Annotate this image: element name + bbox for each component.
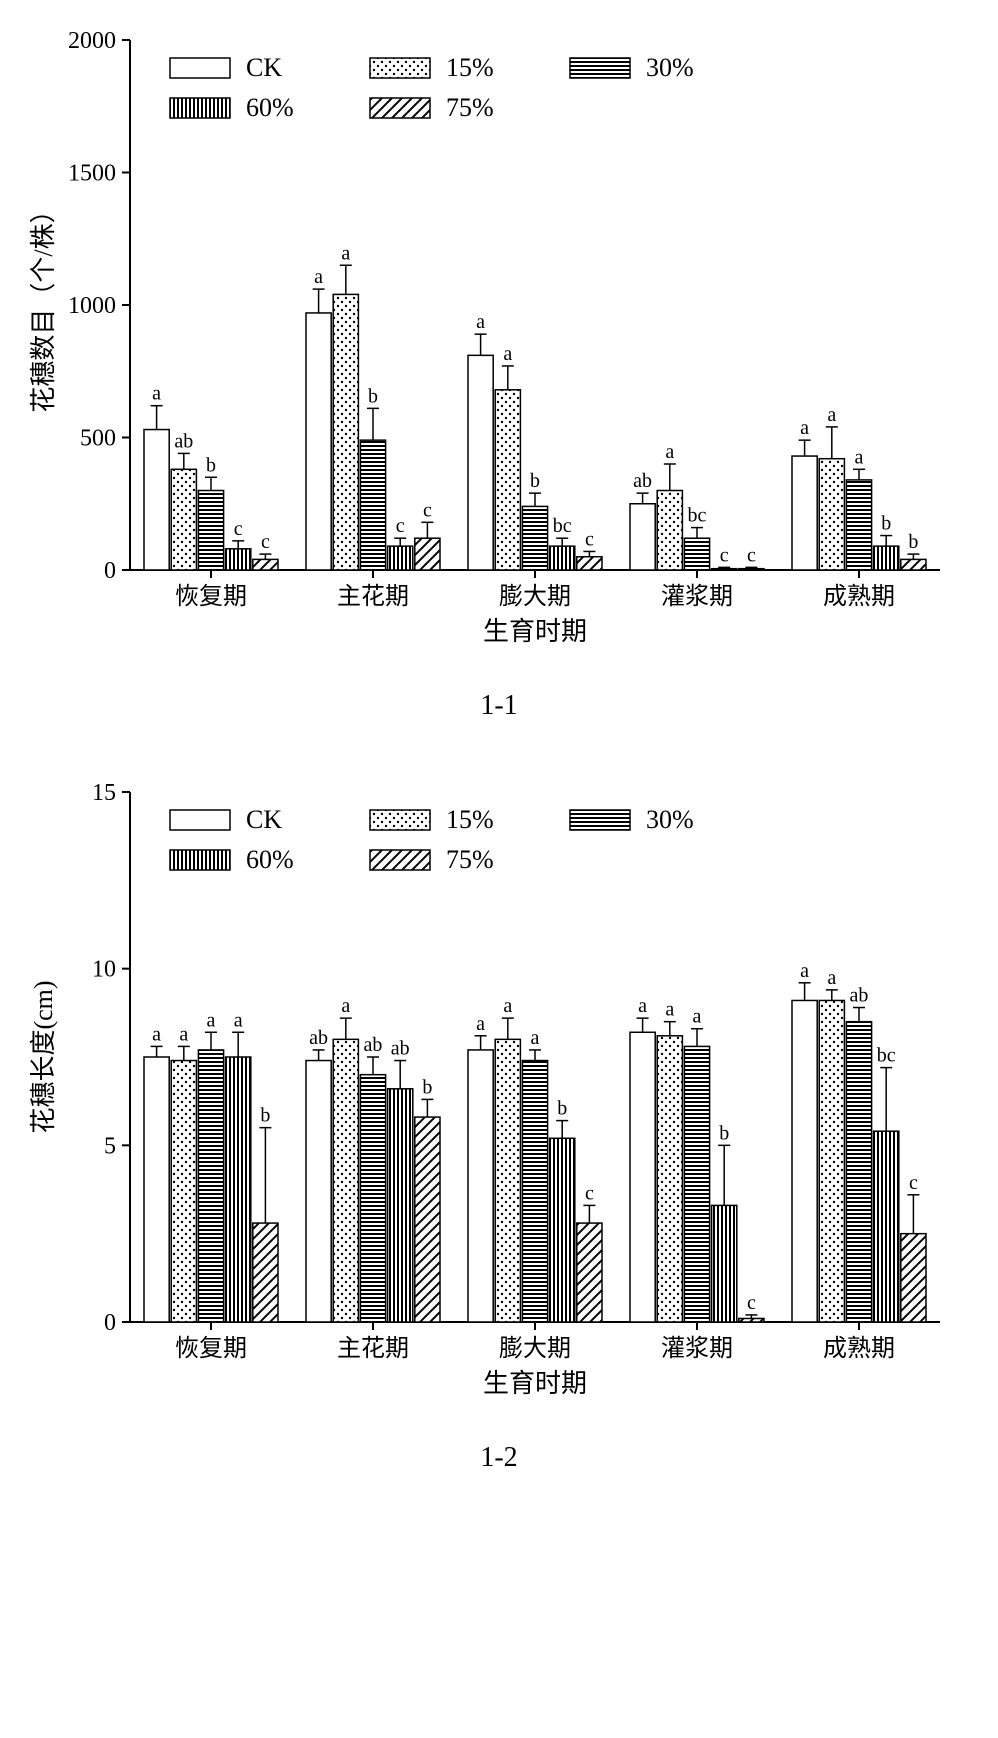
svg-text:bc: bc (553, 515, 572, 537)
svg-text:a: a (314, 266, 323, 288)
svg-text:灌浆期: 灌浆期 (661, 1335, 733, 1362)
chart-1-container: 0500100015002000花穗数目（个/株）生育时期恢复期aabbcc主花… (20, 20, 978, 722)
svg-text:b: b (260, 1105, 270, 1127)
svg-text:15%: 15% (446, 805, 494, 834)
svg-text:bc: bc (877, 1045, 896, 1067)
svg-text:b: b (368, 385, 378, 407)
svg-text:a: a (341, 242, 350, 264)
svg-text:a: a (152, 383, 161, 405)
svg-text:成熟期: 成熟期 (823, 583, 895, 610)
svg-text:c: c (585, 1182, 594, 1204)
svg-text:c: c (720, 544, 729, 566)
svg-text:a: a (531, 1027, 540, 1049)
svg-text:ab: ab (174, 430, 193, 452)
svg-text:花穗数目（个/株）: 花穗数目（个/株） (29, 197, 58, 412)
svg-text:a: a (207, 1009, 216, 1031)
svg-text:a: a (827, 404, 836, 426)
svg-text:主花期: 主花期 (337, 1335, 409, 1362)
chart-1-svg: 0500100015002000花穗数目（个/株）生育时期恢复期aabbcc主花… (20, 20, 960, 660)
svg-text:a: a (234, 1009, 243, 1031)
svg-text:a: a (800, 960, 809, 982)
svg-text:75%: 75% (446, 845, 494, 874)
svg-text:生育时期: 生育时期 (483, 1369, 587, 1398)
svg-text:2000: 2000 (68, 28, 116, 54)
chart-2-container: 051015花穗长度(cm)生育时期恢复期aaaab主花期abaababb膨大期… (20, 772, 978, 1474)
svg-text:500: 500 (80, 426, 116, 452)
svg-text:c: c (234, 518, 243, 540)
svg-text:30%: 30% (646, 805, 694, 834)
svg-text:60%: 60% (246, 845, 294, 874)
svg-text:成熟期: 成熟期 (823, 1335, 895, 1362)
svg-text:15%: 15% (446, 53, 494, 82)
svg-text:a: a (476, 311, 485, 333)
svg-text:a: a (665, 999, 674, 1021)
svg-text:b: b (206, 454, 216, 476)
svg-text:1500: 1500 (68, 161, 116, 187)
svg-text:a: a (503, 995, 512, 1017)
svg-text:b: b (908, 531, 918, 553)
svg-text:恢复期: 恢复期 (175, 583, 247, 610)
svg-text:a: a (800, 417, 809, 439)
svg-text:a: a (855, 446, 864, 468)
svg-text:c: c (396, 515, 405, 537)
svg-text:生育时期: 生育时期 (483, 617, 587, 646)
svg-text:恢复期: 恢复期 (175, 1335, 247, 1362)
svg-text:花穗长度(cm): 花穗长度(cm) (29, 980, 58, 1133)
svg-text:a: a (638, 995, 647, 1017)
svg-text:膨大期: 膨大期 (499, 1335, 571, 1362)
svg-text:c: c (747, 544, 756, 566)
svg-text:5: 5 (104, 1133, 116, 1159)
svg-text:b: b (422, 1076, 432, 1098)
svg-text:ab: ab (633, 470, 652, 492)
svg-text:a: a (693, 1006, 702, 1028)
chart-2-svg: 051015花穗长度(cm)生育时期恢复期aaaab主花期abaababb膨大期… (20, 772, 960, 1412)
svg-text:c: c (261, 531, 270, 553)
svg-text:c: c (423, 499, 432, 521)
svg-text:a: a (665, 441, 674, 463)
svg-text:0: 0 (104, 558, 116, 584)
svg-text:75%: 75% (446, 93, 494, 122)
svg-text:ab: ab (309, 1027, 328, 1049)
svg-text:ab: ab (391, 1038, 410, 1060)
svg-text:膨大期: 膨大期 (499, 583, 571, 610)
svg-text:c: c (747, 1292, 756, 1314)
svg-text:a: a (503, 343, 512, 365)
chart-1-panel-label: 1-1 (20, 690, 978, 722)
svg-text:主花期: 主花期 (337, 583, 409, 610)
svg-text:15: 15 (92, 780, 116, 806)
svg-text:c: c (585, 528, 594, 550)
svg-text:CK: CK (246, 53, 282, 82)
chart-2-panel-label: 1-2 (20, 1442, 978, 1474)
svg-text:bc: bc (688, 505, 707, 527)
svg-text:b: b (557, 1098, 567, 1120)
svg-text:b: b (719, 1122, 729, 1144)
svg-text:a: a (827, 967, 836, 989)
svg-text:60%: 60% (246, 93, 294, 122)
svg-text:ab: ab (850, 985, 869, 1007)
svg-text:b: b (881, 513, 891, 535)
svg-text:10: 10 (92, 957, 116, 983)
svg-text:a: a (179, 1023, 188, 1045)
svg-text:a: a (476, 1013, 485, 1035)
svg-text:0: 0 (104, 1310, 116, 1336)
svg-text:CK: CK (246, 805, 282, 834)
svg-text:ab: ab (364, 1034, 383, 1056)
svg-text:b: b (530, 470, 540, 492)
svg-text:a: a (152, 1023, 161, 1045)
svg-text:灌浆期: 灌浆期 (661, 583, 733, 610)
svg-text:1000: 1000 (68, 293, 116, 319)
svg-text:a: a (341, 995, 350, 1017)
svg-text:c: c (909, 1172, 918, 1194)
svg-text:30%: 30% (646, 53, 694, 82)
